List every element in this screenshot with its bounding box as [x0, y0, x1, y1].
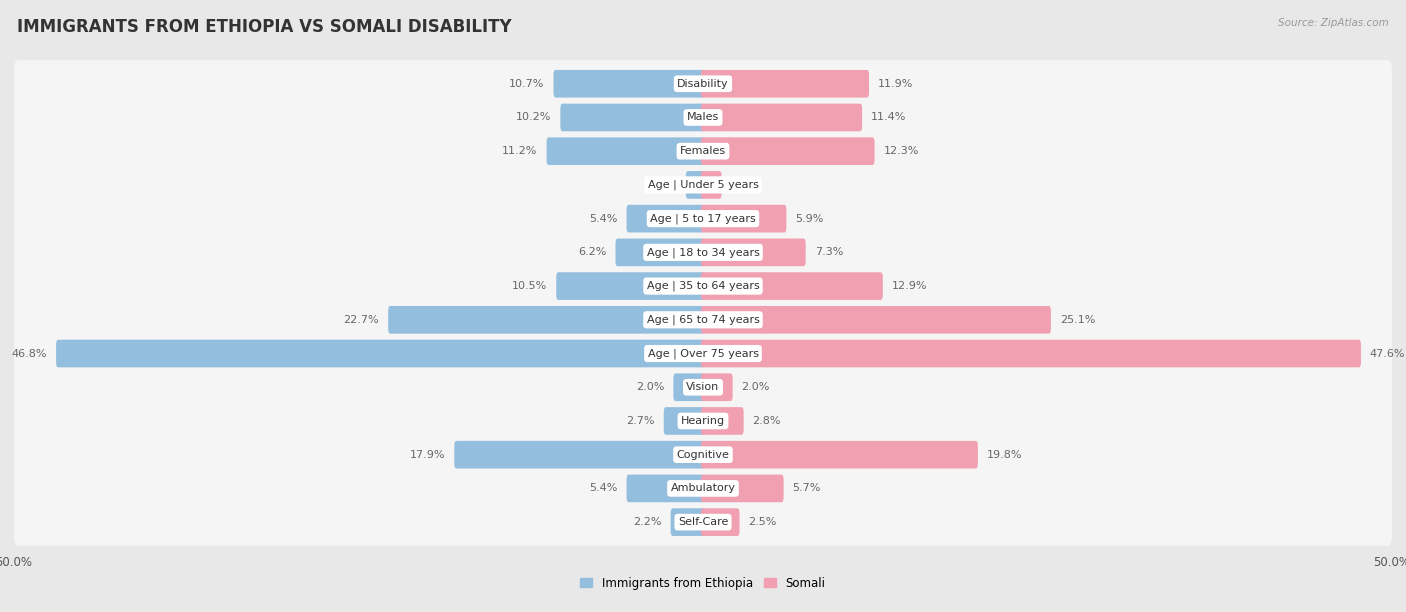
FancyBboxPatch shape — [14, 397, 1392, 444]
Text: Cognitive: Cognitive — [676, 450, 730, 460]
Text: Vision: Vision — [686, 382, 720, 392]
Text: Age | 18 to 34 years: Age | 18 to 34 years — [647, 247, 759, 258]
Text: Age | Under 5 years: Age | Under 5 years — [648, 180, 758, 190]
FancyBboxPatch shape — [702, 373, 733, 401]
Text: Ambulatory: Ambulatory — [671, 483, 735, 493]
Text: 1.2%: 1.2% — [731, 180, 759, 190]
Text: 2.0%: 2.0% — [636, 382, 665, 392]
Text: 22.7%: 22.7% — [343, 315, 380, 325]
Text: 10.2%: 10.2% — [516, 113, 551, 122]
Text: Females: Females — [681, 146, 725, 156]
FancyBboxPatch shape — [702, 205, 786, 233]
Text: Males: Males — [688, 113, 718, 122]
Text: Hearing: Hearing — [681, 416, 725, 426]
Text: 47.6%: 47.6% — [1369, 348, 1406, 359]
Text: Self-Care: Self-Care — [678, 517, 728, 527]
FancyBboxPatch shape — [702, 474, 783, 502]
FancyBboxPatch shape — [14, 94, 1392, 141]
Text: 5.4%: 5.4% — [589, 214, 617, 223]
Text: 2.7%: 2.7% — [626, 416, 655, 426]
FancyBboxPatch shape — [14, 465, 1392, 512]
FancyBboxPatch shape — [14, 364, 1392, 411]
FancyBboxPatch shape — [702, 441, 979, 469]
Text: Disability: Disability — [678, 79, 728, 89]
Text: Age | 65 to 74 years: Age | 65 to 74 years — [647, 315, 759, 325]
FancyBboxPatch shape — [673, 373, 704, 401]
FancyBboxPatch shape — [14, 60, 1392, 107]
Text: 11.4%: 11.4% — [872, 113, 907, 122]
Text: 2.5%: 2.5% — [748, 517, 778, 527]
FancyBboxPatch shape — [454, 441, 704, 469]
FancyBboxPatch shape — [14, 431, 1392, 479]
FancyBboxPatch shape — [557, 272, 704, 300]
FancyBboxPatch shape — [547, 137, 704, 165]
FancyBboxPatch shape — [554, 70, 704, 97]
Text: 19.8%: 19.8% — [987, 450, 1022, 460]
Text: 10.5%: 10.5% — [512, 281, 547, 291]
Text: 11.9%: 11.9% — [877, 79, 914, 89]
Text: 5.9%: 5.9% — [796, 214, 824, 223]
FancyBboxPatch shape — [561, 103, 704, 132]
FancyBboxPatch shape — [627, 205, 704, 233]
Text: 46.8%: 46.8% — [11, 348, 48, 359]
FancyBboxPatch shape — [702, 70, 869, 97]
FancyBboxPatch shape — [702, 103, 862, 132]
Text: 6.2%: 6.2% — [578, 247, 606, 258]
FancyBboxPatch shape — [14, 127, 1392, 175]
Text: 17.9%: 17.9% — [409, 450, 446, 460]
Text: 5.7%: 5.7% — [793, 483, 821, 493]
Text: IMMIGRANTS FROM ETHIOPIA VS SOMALI DISABILITY: IMMIGRANTS FROM ETHIOPIA VS SOMALI DISAB… — [17, 18, 512, 36]
Text: 1.1%: 1.1% — [648, 180, 676, 190]
FancyBboxPatch shape — [14, 195, 1392, 242]
FancyBboxPatch shape — [56, 340, 704, 367]
Text: 2.2%: 2.2% — [633, 517, 662, 527]
FancyBboxPatch shape — [14, 499, 1392, 546]
FancyBboxPatch shape — [702, 239, 806, 266]
Legend: Immigrants from Ethiopia, Somali: Immigrants from Ethiopia, Somali — [575, 572, 831, 594]
FancyBboxPatch shape — [671, 509, 704, 536]
Text: 12.9%: 12.9% — [891, 281, 928, 291]
FancyBboxPatch shape — [702, 306, 1050, 334]
FancyBboxPatch shape — [14, 229, 1392, 276]
Text: Age | 5 to 17 years: Age | 5 to 17 years — [650, 214, 756, 224]
Text: 5.4%: 5.4% — [589, 483, 617, 493]
FancyBboxPatch shape — [702, 407, 744, 435]
Text: Age | Over 75 years: Age | Over 75 years — [648, 348, 758, 359]
FancyBboxPatch shape — [664, 407, 704, 435]
FancyBboxPatch shape — [627, 474, 704, 502]
Text: Age | 35 to 64 years: Age | 35 to 64 years — [647, 281, 759, 291]
Text: 12.3%: 12.3% — [883, 146, 920, 156]
FancyBboxPatch shape — [702, 171, 721, 199]
FancyBboxPatch shape — [702, 340, 1361, 367]
FancyBboxPatch shape — [14, 330, 1392, 377]
FancyBboxPatch shape — [14, 263, 1392, 310]
Text: 2.0%: 2.0% — [741, 382, 770, 392]
FancyBboxPatch shape — [616, 239, 704, 266]
FancyBboxPatch shape — [702, 509, 740, 536]
Text: Source: ZipAtlas.com: Source: ZipAtlas.com — [1278, 18, 1389, 28]
FancyBboxPatch shape — [702, 137, 875, 165]
FancyBboxPatch shape — [14, 296, 1392, 343]
Text: 11.2%: 11.2% — [502, 146, 537, 156]
FancyBboxPatch shape — [388, 306, 704, 334]
FancyBboxPatch shape — [14, 162, 1392, 209]
Text: 10.7%: 10.7% — [509, 79, 544, 89]
Text: 25.1%: 25.1% — [1060, 315, 1095, 325]
Text: 7.3%: 7.3% — [814, 247, 844, 258]
FancyBboxPatch shape — [686, 171, 704, 199]
Text: 2.8%: 2.8% — [752, 416, 782, 426]
FancyBboxPatch shape — [702, 272, 883, 300]
